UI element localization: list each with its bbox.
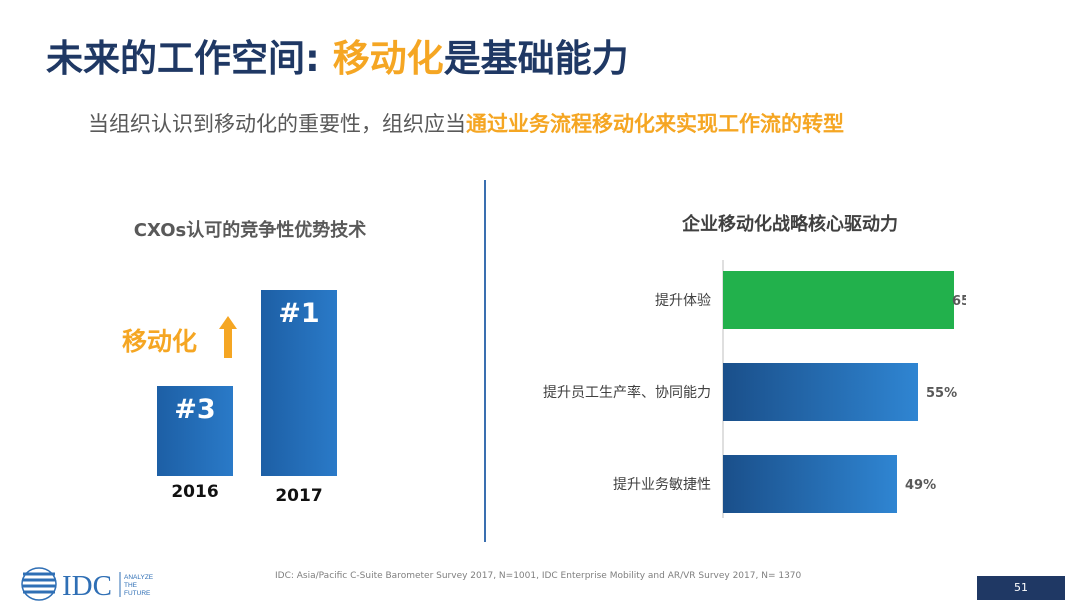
driver-value-label: 49% [905, 478, 936, 493]
driver-bar-chart: 提升体验 65% 提升员工生产率、协同能力 55% 提升业务敏捷性 49% [543, 260, 966, 518]
idc-logo: IDC ANALYZE THE FUTURE [20, 565, 195, 607]
rank-bar-2017: #1 [261, 290, 337, 476]
driver-bar [723, 363, 918, 421]
svg-text:FUTURE: FUTURE [124, 590, 151, 597]
panel-divider [484, 180, 486, 542]
driver-value-label: 55% [926, 386, 957, 401]
left-panel-title: CXOs认可的竞争性优势技术 [133, 220, 367, 241]
right-panel-title: 企业移动化战略核心驱动力 [682, 214, 898, 235]
globe-icon [21, 567, 57, 601]
page-number: 51 [977, 576, 1065, 600]
subtitle-part-1: 当组织认识到移动化的重要性，组织应当 [88, 112, 466, 136]
driver-bar [723, 271, 954, 329]
up-arrow-icon [219, 316, 237, 358]
driver-category-label: 提升体验 [655, 293, 711, 309]
slide-subtitle: 当组织认识到移动化的重要性，组织应当通过业务流程移动化来实现工作流的转型 [88, 108, 844, 138]
year-label-2016: 2016 [171, 482, 219, 502]
title-highlight: 移动化 [332, 37, 444, 80]
mobile-label: 移动化 [122, 327, 198, 356]
year-label-2017: 2017 [275, 486, 323, 506]
title-part-3: 是基础能力 [443, 37, 629, 80]
subtitle-highlight: 通过业务流程移动化来实现工作流的转型 [466, 112, 844, 136]
driver-category-label: 提升业务敏捷性 [613, 477, 711, 493]
svg-text:THE: THE [124, 582, 138, 589]
svg-text:ANALYZE: ANALYZE [124, 574, 154, 581]
source-footnote: IDC: Asia/Pacific C-Suite Barometer Surv… [275, 571, 802, 581]
rank-label: #1 [278, 298, 320, 329]
driver-bar [723, 455, 897, 513]
logo-wordmark: IDC [62, 570, 112, 602]
driver-value-label: 65% [952, 294, 966, 309]
title-part-1: 未来的工作空间: [46, 37, 333, 80]
rank-label: #3 [174, 394, 216, 425]
slide-title: 未来的工作空间: 移动化是基础能力 [46, 28, 629, 82]
rank-bar-2016: #3 [157, 386, 233, 476]
driver-category-label: 提升员工生产率、协同能力 [543, 384, 711, 401]
